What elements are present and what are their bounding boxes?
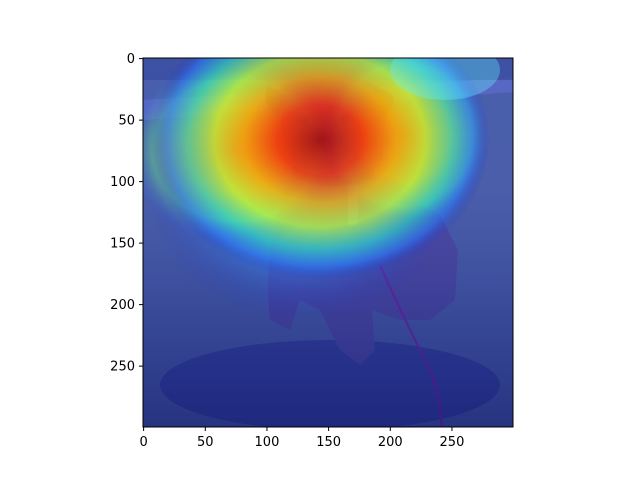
x-tick-label: 150: [316, 435, 341, 450]
axes-frame: [142, 57, 514, 428]
x-tick-label: 200: [378, 435, 403, 450]
x-tick-label: 250: [440, 435, 465, 450]
y-axis-ticks: 0 50 100 150 200 250: [110, 52, 143, 375]
y-tick-label: 0: [127, 52, 135, 67]
x-axis-ticks: 0 50 100 150 200 250: [139, 427, 464, 450]
x-tick-label: 100: [255, 435, 280, 450]
x-tick-label: 50: [197, 435, 214, 450]
y-tick-label: 200: [110, 298, 135, 313]
y-tick-label: 50: [118, 114, 135, 129]
image-area: [143, 58, 513, 427]
y-tick-label: 150: [110, 237, 135, 252]
heatmap-overlay: [143, 58, 513, 427]
x-tick-label: 0: [139, 435, 147, 450]
y-tick-label: 250: [110, 360, 135, 375]
y-tick-label: 100: [110, 175, 135, 190]
